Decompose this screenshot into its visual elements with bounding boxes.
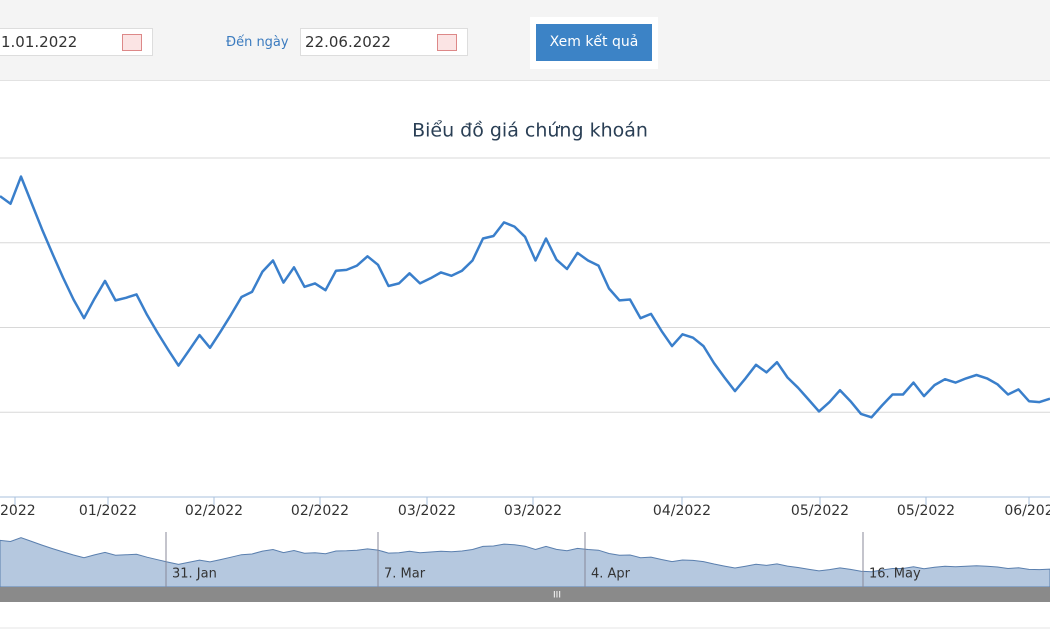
navigator-label: 16. May xyxy=(869,567,921,582)
chart-title: Biểu đồ giá chứng khoán xyxy=(412,120,648,142)
navigator-label: 7. Mar xyxy=(384,567,426,582)
price-line xyxy=(0,175,1050,419)
x-tick-label: 04/2022 xyxy=(653,503,711,519)
navigator-area xyxy=(0,537,1050,588)
toolbar: 1.01.2022 Đến ngày 22.06.2022 Xem kết qu… xyxy=(0,0,1050,81)
scrollbar xyxy=(0,587,1050,602)
x-tick-label: 02/2022 xyxy=(185,503,243,519)
x-tick-label: 05/2022 xyxy=(897,503,955,519)
to-date: 22.06.2022 xyxy=(305,33,391,51)
x-tick-label: 03/2022 xyxy=(398,503,456,519)
from-date: 1.01.2022 xyxy=(1,33,78,51)
scrollbar-grip: III xyxy=(553,591,561,601)
to-date-input[interactable]: 22.06.2022 xyxy=(300,28,468,56)
x-tick-label: 05/2022 xyxy=(791,503,849,519)
calendar-icon[interactable] xyxy=(122,34,142,51)
x-tick-label: 03/2022 xyxy=(504,503,562,519)
x-tick-label: 2022 xyxy=(0,503,36,519)
x-tick-label: 06/202 xyxy=(1004,503,1050,519)
to-label: Đến ngày xyxy=(226,35,289,50)
from-date-input[interactable]: 1.01.2022 xyxy=(0,28,153,56)
calendar-icon[interactable] xyxy=(437,34,457,51)
x-tick-label: 01/2022 xyxy=(79,503,137,519)
navigator-label: 4. Apr xyxy=(591,567,631,582)
x-tick-label: 02/2022 xyxy=(291,503,349,519)
navigator-label: 31. Jan xyxy=(172,567,217,582)
button-frame: Xem kết quả xyxy=(530,17,658,69)
submit-button[interactable]: Xem kết quả xyxy=(536,24,652,61)
